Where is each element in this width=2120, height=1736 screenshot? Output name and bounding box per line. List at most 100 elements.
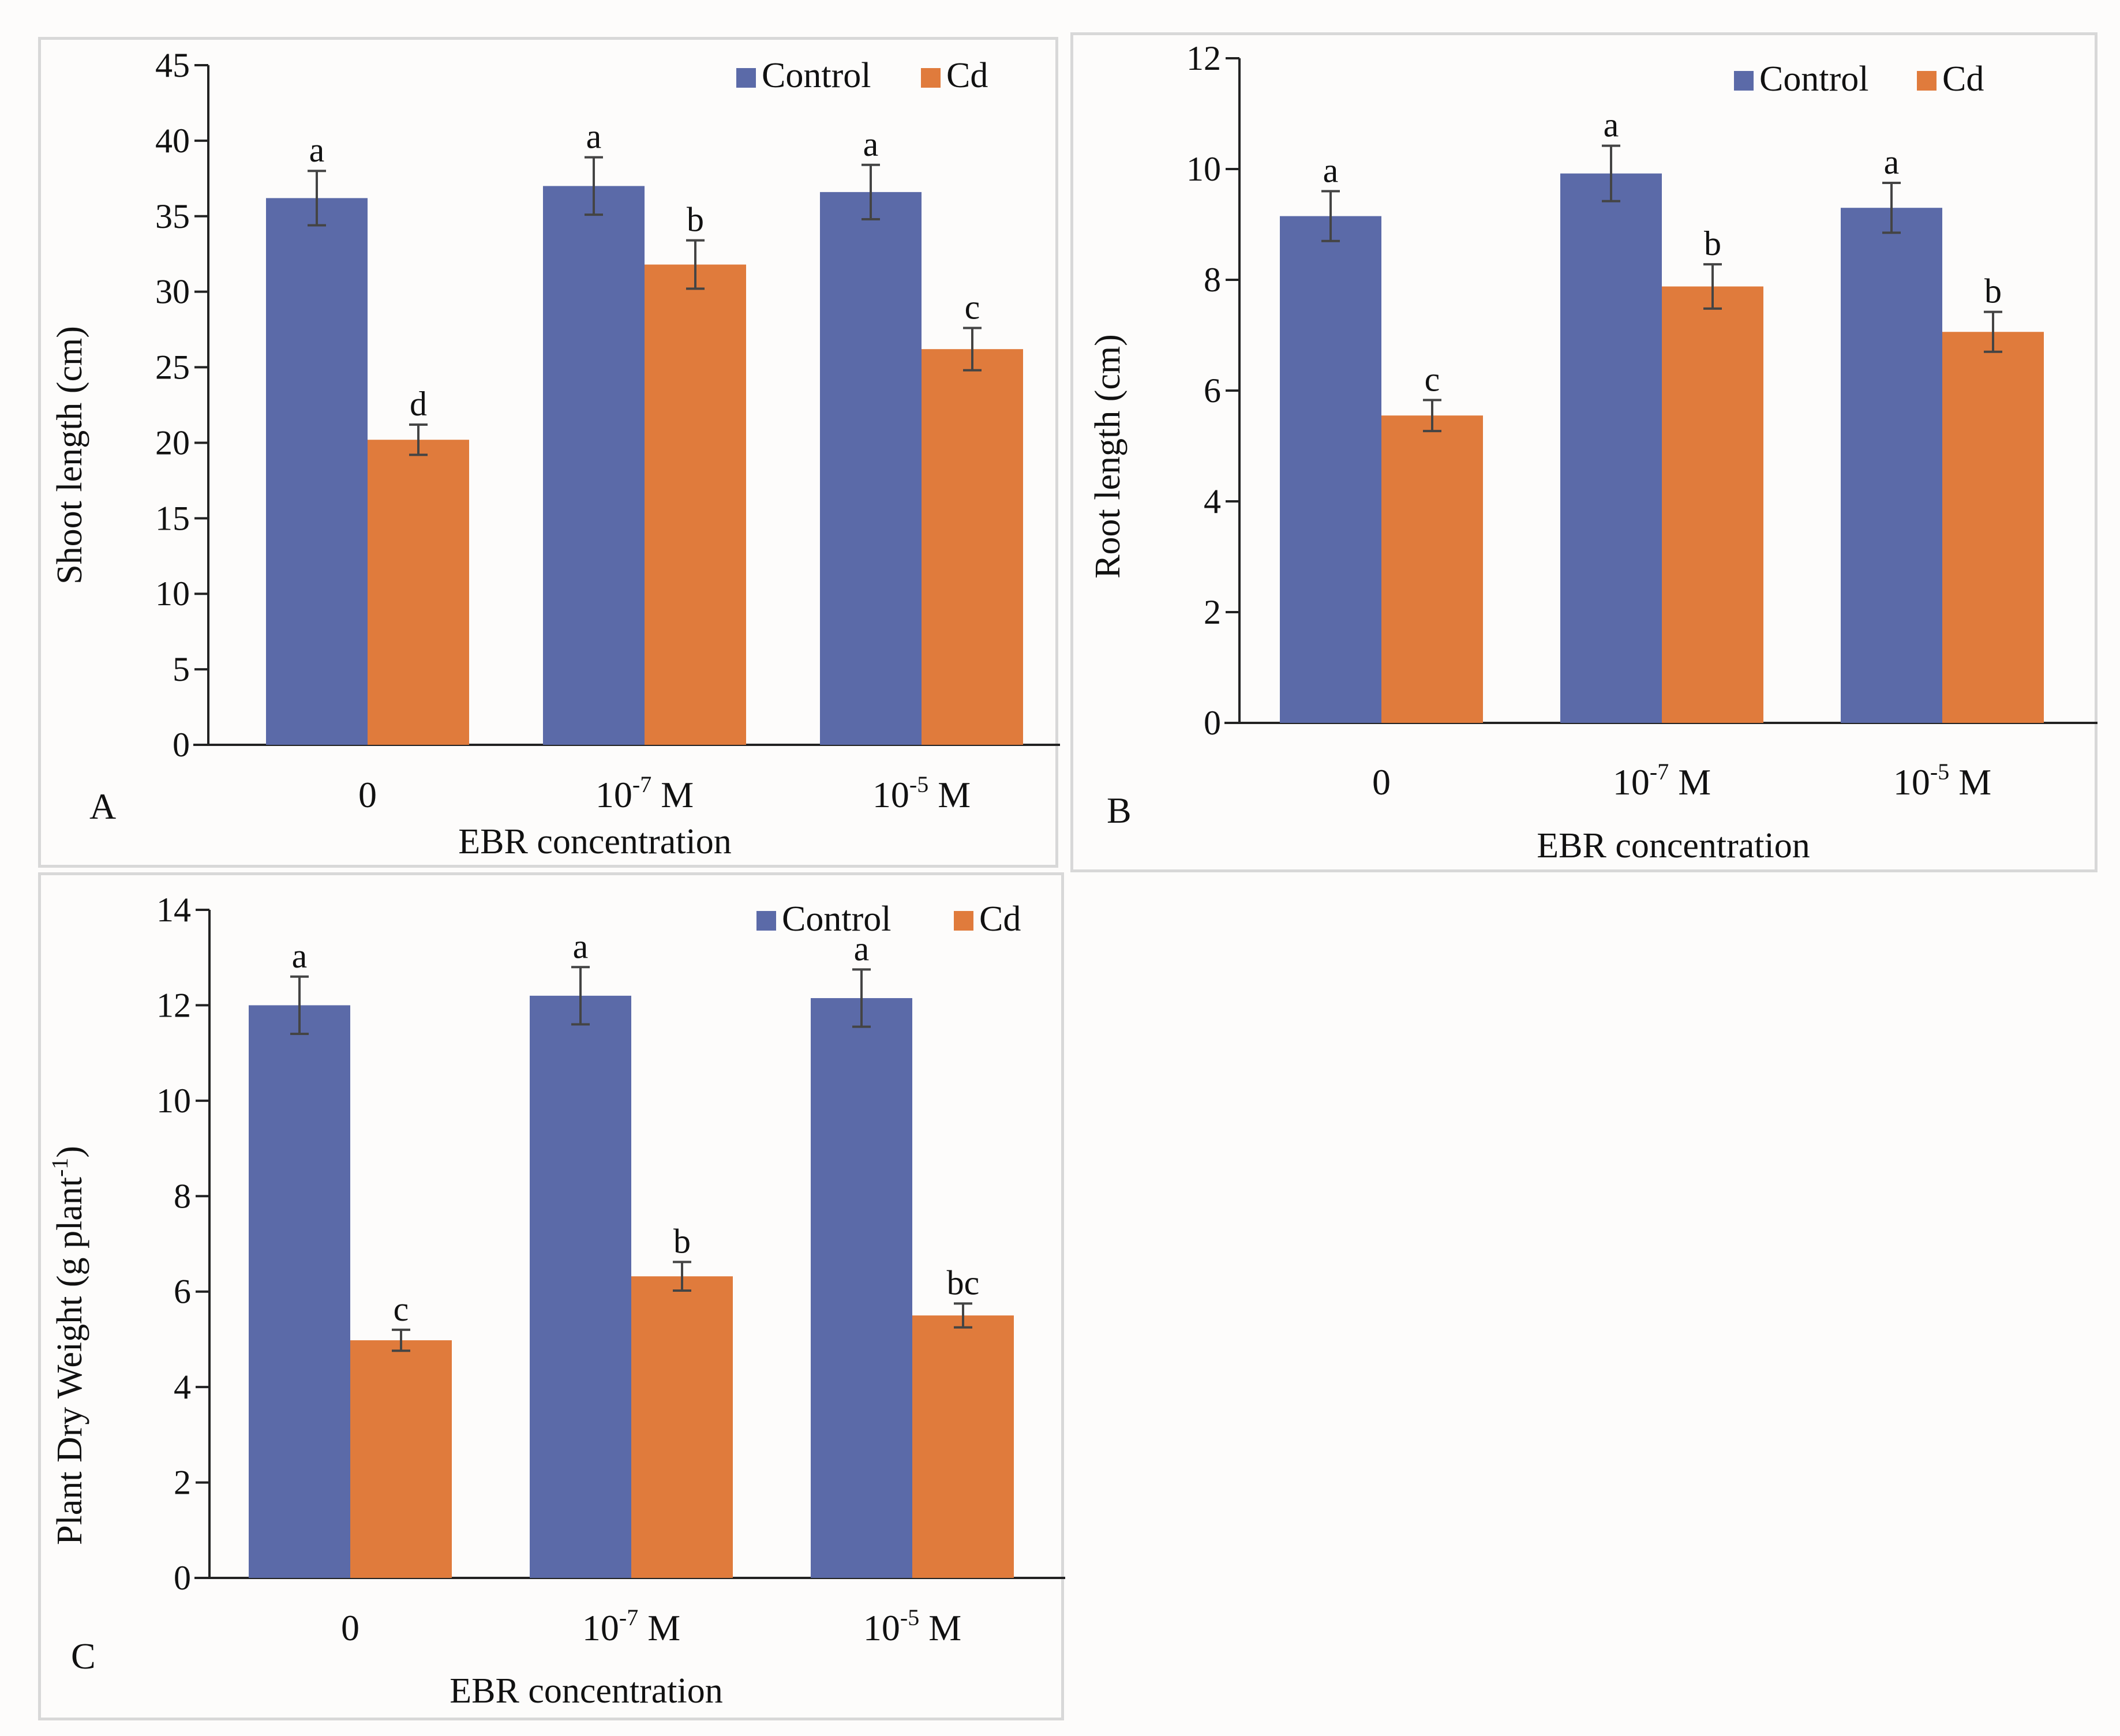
significance-letter: c [1425,360,1440,398]
x-category-label: 10-7 M [582,1604,680,1648]
y-tick-label: 2 [174,1464,191,1502]
significance-letter: c [965,288,980,326]
bar-cd-0 [368,440,469,745]
significance-letter: a [1884,143,1900,181]
y-tick-label: 40 [155,122,190,160]
bar-cd-0 [350,1340,452,1578]
bar-control-0 [266,198,368,745]
y-tick-label: 4 [174,1368,191,1406]
bar-cd-2 [922,349,1023,745]
y-tick-label: 6 [174,1273,191,1311]
legend-cd-label: Cd [979,899,1021,939]
chart-c: Plant Dry Weight (g plant-1) EBR concent… [47,891,1065,1711]
bar-control-1 [543,186,645,745]
y-axis-title-sup: -1 [47,1158,73,1177]
x-category-label: 10-5 M [863,1604,961,1648]
bar-cd-1 [1662,286,1763,723]
y-tick-label: 8 [174,1177,191,1215]
significance-letter: a [309,131,325,169]
y-tick-label: 15 [155,499,190,537]
bar-cd-1 [645,264,746,745]
legend-control-label: Control [782,899,891,939]
y-tick-label: 12 [1186,39,1221,77]
significance-letter: a [586,118,602,156]
y-tick-label: 14 [156,891,191,929]
bar-cd-0 [1381,415,1483,723]
bar-control-2 [1841,208,1942,723]
x-category-label: 0 [341,1607,359,1648]
significance-letter: bc [947,1263,980,1302]
bar-cd-2 [912,1315,1014,1578]
panel-a: Shoot length (cm) EBR concentration A Co… [38,37,1060,868]
y-tick-label: 10 [156,1082,191,1120]
y-tick-label: 35 [155,197,190,235]
panel-c: Plant Dry Weight (g plant-1) EBR concent… [38,872,1065,1720]
y-tick-label: 4 [1204,482,1221,520]
significance-letter: b [673,1222,691,1260]
significance-letter: a [573,927,589,965]
significance-letter: a [292,937,308,975]
significance-letter: b [687,201,704,239]
y-tick-label: 25 [155,348,190,387]
y-axis-title-base: Plant Dry Weight (g plant [50,1177,89,1545]
legend-cd-swatch [1917,71,1937,91]
legend-control-swatch [756,911,776,931]
y-tick-label: 0 [173,726,190,764]
y-tick-label: 30 [155,273,190,311]
x-category-label: 10-7 M [595,771,694,815]
chart-a: Shoot length (cm) EBR concentration A Co… [50,46,1060,861]
y-tick-label: 0 [174,1559,191,1597]
y-axis-title: Root length (cm) [1088,334,1128,579]
bar-cd-1 [631,1276,733,1578]
y-axis-title: Shoot length (cm) [50,326,89,584]
y-tick-label: 45 [155,46,190,84]
x-axis-title: EBR concentration [1537,826,1810,865]
y-axis-title-suffix: ) [50,1146,89,1158]
bar-control-1 [530,995,631,1578]
x-category-label: 10-7 M [1613,759,1711,803]
panel-label: B [1107,790,1132,831]
panel-label: A [89,786,116,827]
y-tick-label: 0 [1204,704,1221,742]
legend-cd-label: Cd [946,56,988,95]
legend-cd-label: Cd [1942,59,1984,99]
significance-letter: c [394,1290,409,1328]
panel-b: Root length (cm) EBR concentration B Con… [1070,32,2097,872]
panel-label: C [71,1636,96,1677]
x-category-label: 10-5 M [1893,759,1991,803]
x-axis-title: EBR concentration [458,822,731,861]
x-category-label: 0 [1372,762,1391,803]
significance-letter: a [1604,106,1619,144]
bar-control-2 [811,998,912,1578]
bar-control-1 [1560,173,1662,723]
y-tick-label: 8 [1204,261,1221,299]
legend-cd-swatch [921,68,941,88]
significance-letter: b [1704,224,1721,263]
y-tick-label: 12 [156,986,191,1024]
significance-letter: a [863,125,879,163]
y-tick-label: 10 [1186,150,1221,188]
y-axis-title: Plant Dry Weight (g plant-1) [47,1146,89,1545]
legend-control-label: Control [1759,59,1868,99]
y-tick-label: 20 [155,423,190,462]
legend-control-swatch [736,68,756,88]
significance-letter: b [1984,272,2002,310]
chart-b: Root length (cm) EBR concentration B Con… [1088,39,2097,865]
y-tick-label: 6 [1204,372,1221,410]
bar-cd-2 [1942,332,2044,723]
y-tick-label: 10 [155,575,190,613]
significance-letter: a [1323,151,1339,189]
x-axis-title: EBR concentration [450,1671,722,1711]
x-category-label: 0 [358,774,377,815]
legend-control-swatch [1734,71,1754,91]
significance-letter: a [854,929,870,968]
legend-cd-swatch [954,911,973,931]
significance-letter: d [410,385,427,423]
bar-control-0 [1280,216,1381,723]
x-category-label: 10-5 M [872,771,971,815]
bar-control-0 [249,1005,350,1578]
y-tick-label: 2 [1204,593,1221,631]
y-tick-label: 5 [173,650,190,688]
bar-control-2 [820,192,922,745]
legend-control-label: Control [762,56,871,95]
